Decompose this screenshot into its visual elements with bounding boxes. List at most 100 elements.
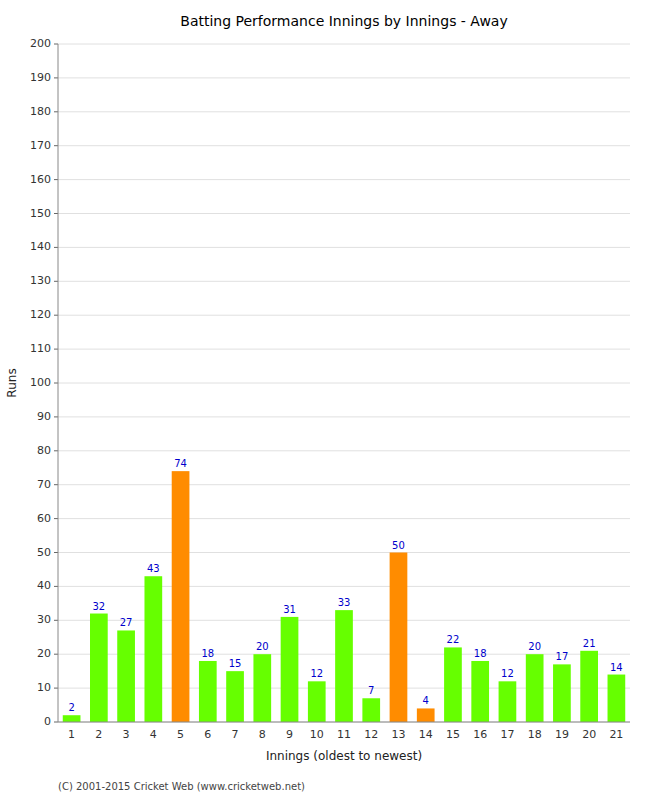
y-tick xyxy=(54,281,58,282)
y-tick-label: 100 xyxy=(30,376,51,389)
y-axis: 0102030405060708090100110120130140150160… xyxy=(30,37,58,728)
data-label: 12 xyxy=(310,668,323,679)
grid-line xyxy=(58,77,630,78)
data-label: 2 xyxy=(68,702,74,713)
data-labels: 232274374181520311233750422181220172114 xyxy=(68,458,622,713)
y-tick xyxy=(54,620,58,621)
x-tick-label: 11 xyxy=(337,728,351,741)
y-tick-label: 150 xyxy=(30,207,51,220)
chart: 0102030405060708090100110120130140150160… xyxy=(0,0,650,800)
bar xyxy=(499,681,517,722)
bar xyxy=(199,661,217,722)
bar xyxy=(144,576,162,722)
bar xyxy=(117,630,135,722)
data-label: 31 xyxy=(283,604,296,615)
footer: (C) 2001-2015 Cricket Web (www.cricketwe… xyxy=(58,781,305,792)
bar xyxy=(580,651,598,722)
grid-line xyxy=(58,416,630,417)
data-label: 7 xyxy=(368,685,374,696)
grid-line xyxy=(58,247,630,248)
x-axis: 123456789101112131415161718192021 xyxy=(68,728,623,741)
x-axis-label: Innings (oldest to newest) xyxy=(266,749,422,763)
y-tick-label: 70 xyxy=(37,478,51,491)
y-tick-label: 170 xyxy=(30,139,51,152)
data-label: 43 xyxy=(147,563,160,574)
data-label: 33 xyxy=(338,597,351,608)
data-label: 4 xyxy=(423,695,429,706)
x-tick-label: 20 xyxy=(582,728,596,741)
x-tick-label: 5 xyxy=(177,728,184,741)
y-tick xyxy=(54,349,58,350)
y-tick-label: 80 xyxy=(37,444,51,457)
grid-line xyxy=(58,281,630,282)
y-tick xyxy=(54,315,58,316)
y-tick-label: 50 xyxy=(37,546,51,559)
bar xyxy=(172,471,190,722)
grid-line xyxy=(58,145,630,146)
data-label: 22 xyxy=(447,634,460,645)
y-tick-label: 130 xyxy=(30,274,51,287)
data-label: 17 xyxy=(556,651,569,662)
chart-container: 0102030405060708090100110120130140150160… xyxy=(0,0,650,800)
data-label: 50 xyxy=(392,540,405,551)
data-label: 15 xyxy=(229,658,242,669)
y-tick-label: 10 xyxy=(37,681,51,694)
grid-line xyxy=(58,383,630,384)
y-tick xyxy=(54,145,58,146)
x-tick-label: 2 xyxy=(95,728,102,741)
y-axis-line xyxy=(58,44,59,722)
bar xyxy=(526,654,544,722)
y-tick-label: 40 xyxy=(37,579,51,592)
grid xyxy=(58,44,630,722)
y-tick xyxy=(54,111,58,112)
bar xyxy=(553,664,571,722)
x-tick-label: 18 xyxy=(528,728,542,741)
y-tick xyxy=(54,213,58,214)
x-axis-line xyxy=(58,722,630,723)
grid-line xyxy=(58,518,630,519)
y-tick-label: 190 xyxy=(30,71,51,84)
title: Batting Performance Innings by Innings -… xyxy=(180,13,507,29)
bar xyxy=(471,661,489,722)
bar xyxy=(362,698,380,722)
bar xyxy=(308,681,326,722)
x-tick-label: 15 xyxy=(446,728,460,741)
y-tick xyxy=(54,484,58,485)
bars xyxy=(63,471,625,722)
y-tick xyxy=(54,450,58,451)
x-tick-label: 16 xyxy=(473,728,487,741)
x-tick-label: 8 xyxy=(259,728,266,741)
bar xyxy=(390,553,408,723)
y-tick-label: 20 xyxy=(37,647,51,660)
y-tick-label: 30 xyxy=(37,613,51,626)
x-tick-label: 3 xyxy=(123,728,130,741)
y-tick-label: 60 xyxy=(37,512,51,525)
y-axis-label: Runs xyxy=(5,368,19,397)
y-tick xyxy=(54,688,58,689)
grid-line xyxy=(58,111,630,112)
y-tick-label: 160 xyxy=(30,173,51,186)
bar xyxy=(63,715,81,722)
data-label: 12 xyxy=(501,668,514,679)
x-tick-label: 19 xyxy=(555,728,569,741)
grid-line xyxy=(58,44,630,45)
y-tick xyxy=(54,416,58,417)
y-tick xyxy=(54,586,58,587)
data-label: 27 xyxy=(120,617,133,628)
data-label: 18 xyxy=(201,648,214,659)
y-tick-label: 0 xyxy=(44,715,51,728)
bar xyxy=(281,617,299,722)
grid-line xyxy=(58,586,630,587)
grid-line xyxy=(58,552,630,553)
data-label: 20 xyxy=(528,641,541,652)
grid-line xyxy=(58,179,630,180)
bar xyxy=(226,671,244,722)
bar xyxy=(417,708,435,722)
y-tick xyxy=(54,722,58,723)
y-tick-label: 180 xyxy=(30,105,51,118)
data-label: 14 xyxy=(610,662,623,673)
y-tick xyxy=(54,552,58,553)
y-tick xyxy=(54,383,58,384)
y-tick xyxy=(54,654,58,655)
bar xyxy=(90,614,108,722)
